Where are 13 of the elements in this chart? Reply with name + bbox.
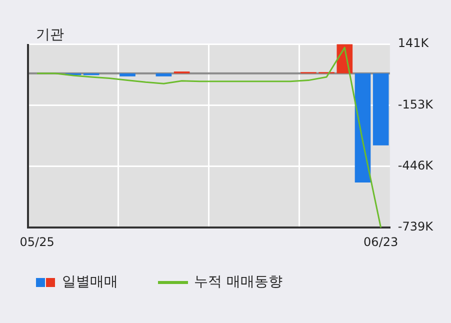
chart-title: 기관 xyxy=(36,26,64,44)
bar xyxy=(156,73,172,76)
x-tick-label: 06/23 xyxy=(364,234,398,249)
legend-label: 일별매매 xyxy=(62,273,118,291)
y-tick-label: -739K xyxy=(398,220,434,234)
bar xyxy=(354,73,371,183)
x-tick-label: 05/25 xyxy=(20,234,54,249)
y-tick-label: -153K xyxy=(398,97,434,112)
y-tick-label: -446K xyxy=(398,158,434,173)
bar xyxy=(372,73,389,146)
bar xyxy=(120,73,136,76)
legend-label: 누적 매매동향 xyxy=(194,273,282,291)
y-tick-label: 141K xyxy=(398,36,430,50)
